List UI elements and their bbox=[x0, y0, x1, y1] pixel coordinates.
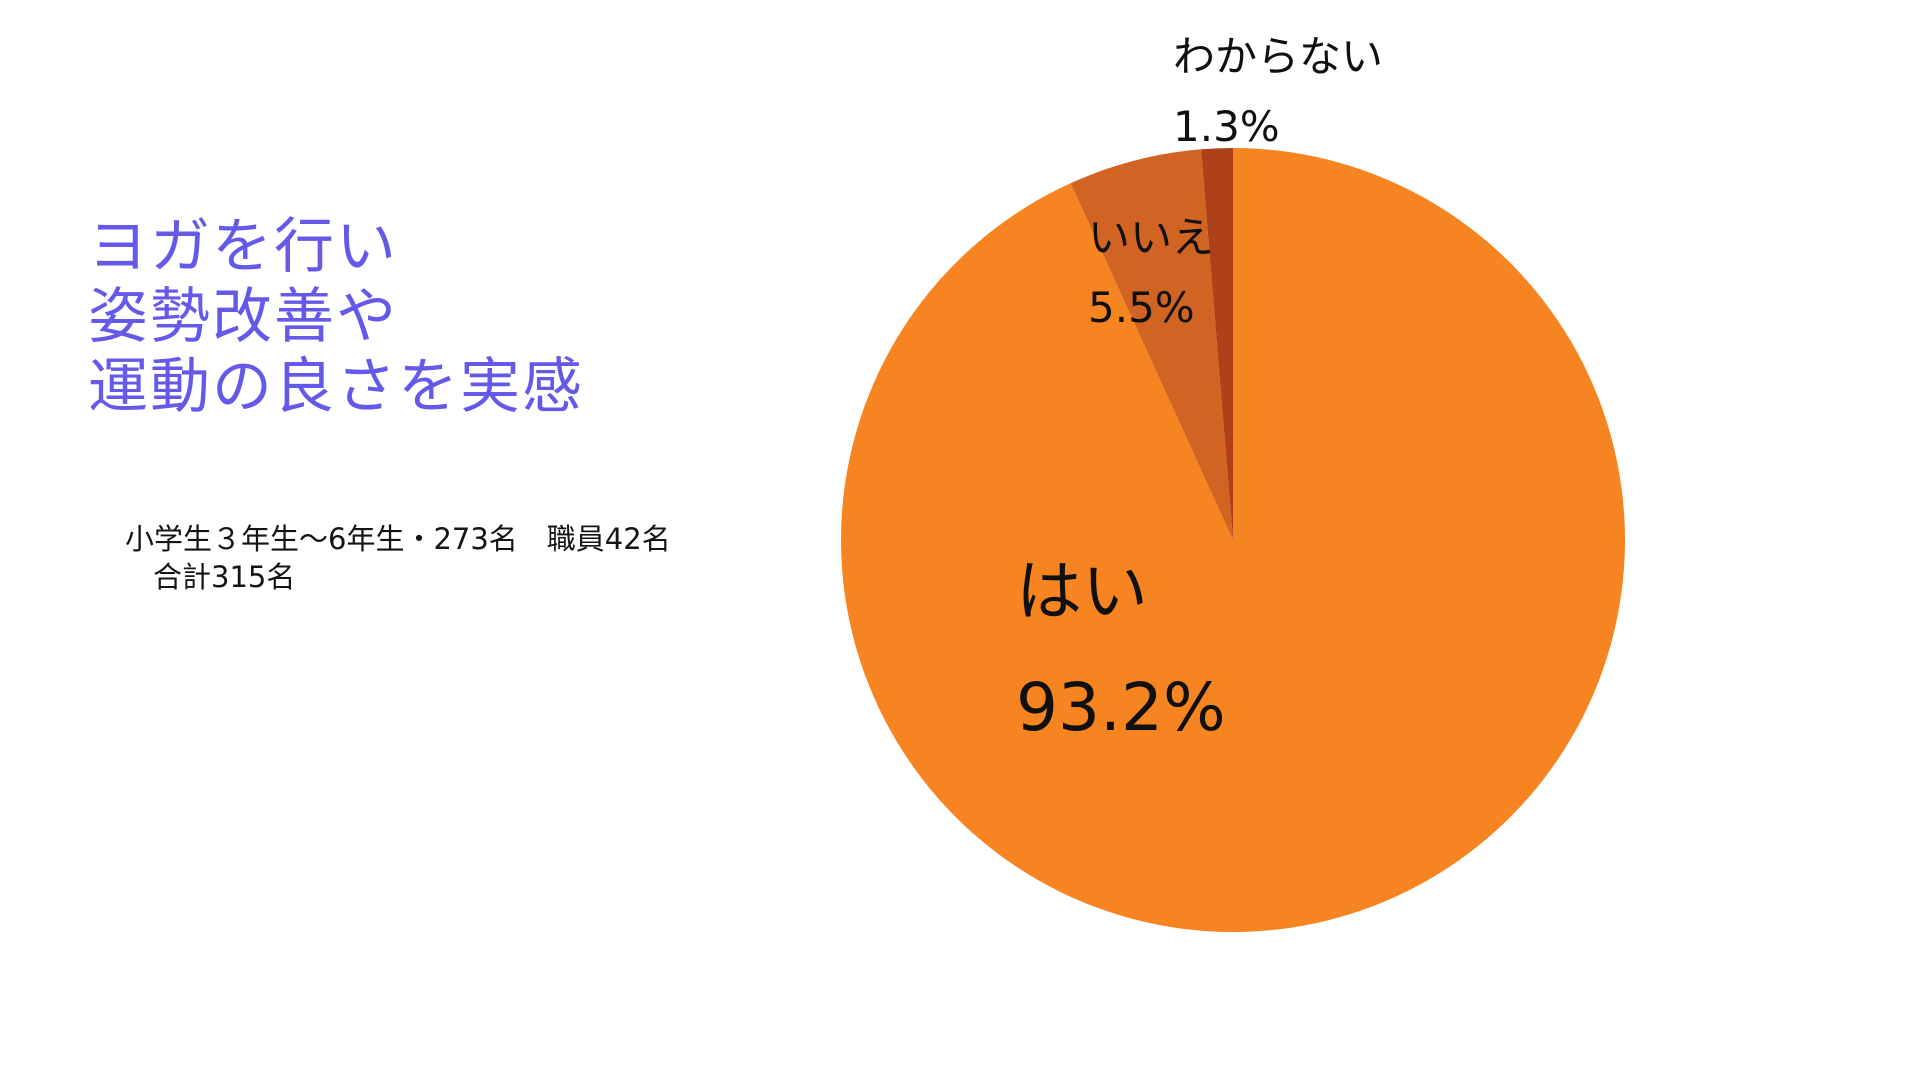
pie-chart-svg bbox=[841, 148, 1625, 932]
slice-label-no: いいえ 5.5% bbox=[1088, 203, 1214, 343]
title-line-3: 運動の良さを実感 bbox=[88, 352, 584, 422]
slice-label-unknown: わからない 1.3% bbox=[1173, 22, 1383, 162]
slice-label-unknown-pct: 1.3% bbox=[1173, 102, 1280, 151]
slice-label-yes: はい 93.2% bbox=[1016, 534, 1226, 766]
pie-slice-1 bbox=[1070, 149, 1233, 540]
page-title: ヨガを行い 姿勢改善や 運動の良さを実感 bbox=[88, 212, 748, 422]
title-line-2: 姿勢改善や bbox=[88, 282, 398, 352]
slice-label-unknown-name: わからない bbox=[1173, 32, 1384, 81]
slice-label-no-name: いいえ bbox=[1088, 213, 1215, 262]
sample-size-note: 小学生３年生〜6年生・273名 職員42名 合計315名 bbox=[125, 520, 745, 596]
sample-size-line-1: 小学生３年生〜6年生・273名 職員42名 bbox=[125, 522, 671, 556]
slice-label-yes-name: はい bbox=[1016, 553, 1148, 630]
slice-label-no-pct: 5.5% bbox=[1088, 283, 1195, 332]
pie-slice-2 bbox=[1201, 148, 1233, 540]
pie-slice-0 bbox=[841, 148, 1625, 932]
slice-label-yes-pct: 93.2% bbox=[1016, 669, 1226, 746]
title-line-1: ヨガを行い bbox=[88, 212, 398, 282]
sample-size-line-2: 合計315名 bbox=[153, 560, 296, 594]
pie-chart bbox=[841, 148, 1625, 932]
